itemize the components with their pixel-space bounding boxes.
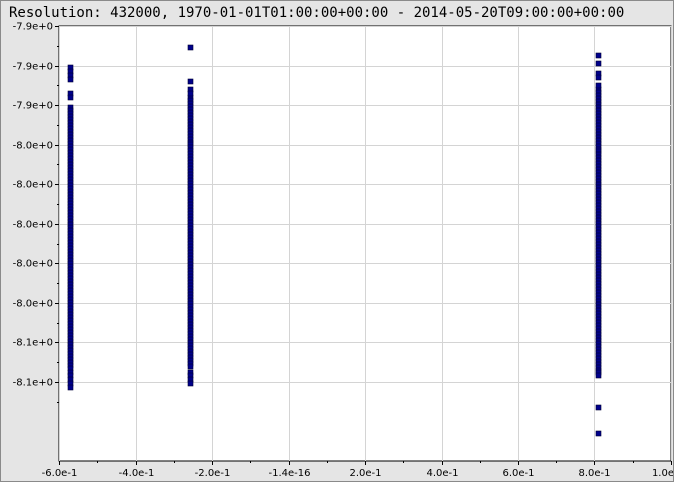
scatter-point [68,95,73,100]
x-tick-label: 4.0e-1 [426,468,458,479]
y-tick-label: -8.0e+0 [13,180,53,191]
scatter-point [188,91,193,96]
x-tick-label: 2.0e-1 [349,468,381,479]
x-tick-label: 1.0e [652,468,673,479]
scatter-point [68,77,73,82]
x-tick-label: -1.4e-16 [269,468,311,479]
y-tick-label: -7.9e+0 [13,62,53,73]
scatter-point [596,405,601,410]
scatter-point [596,75,601,80]
y-tick-label: -8.0e+0 [13,141,53,152]
y-tick-label: -8.1e+0 [13,338,53,349]
scatter-point [68,385,73,390]
x-tick-label: 8.0e-1 [578,468,610,479]
scatter-point [596,61,601,66]
scatter-point [596,373,601,378]
y-tick-label: -8.0e+0 [13,259,53,270]
scatter-point [596,431,601,436]
y-tick-label: -8.0e+0 [13,299,53,310]
x-tick-label: 6.0e-1 [502,468,534,479]
scatter-point [188,45,193,50]
scatter-point [188,364,193,369]
y-tick-label: -8.0e+0 [13,220,53,231]
scatter-point [596,83,601,88]
y-tick-label: -8.1e+0 [13,378,53,389]
y-tick-label: -7.9e+0 [13,101,53,112]
scatter-point [188,381,193,386]
scatter-point [188,79,193,84]
x-tick-label: -6.0e-1 [42,468,78,479]
x-tick-label: -2.0e-1 [195,468,231,479]
scatter-point [596,53,601,58]
y-tick-label: -7.9e+0 [13,22,53,33]
x-tick-label: -4.0e-1 [119,468,155,479]
